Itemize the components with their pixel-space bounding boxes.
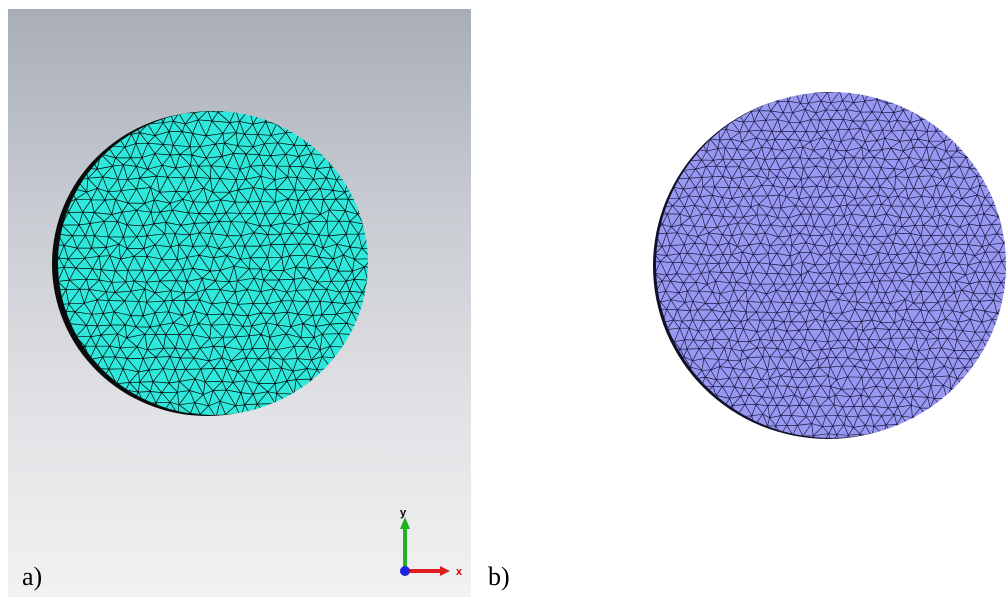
panel-a-label: a) [22, 562, 43, 591]
mesh-view-a [8, 9, 471, 597]
y-axis-arrowhead [400, 517, 410, 529]
disk-mesh-a [52, 111, 368, 416]
coordinate-axes-icon: y x [390, 505, 470, 585]
axis-origin [400, 566, 410, 576]
mesh-view-b [620, 0, 1007, 602]
y-axis-label: y [400, 507, 407, 519]
x-axis-label: x [456, 566, 463, 578]
disk-face-a [58, 111, 368, 415]
x-axis-arrowhead [440, 566, 450, 576]
panel-b-label: b) [488, 562, 510, 591]
disk-mesh-b [653, 92, 1006, 439]
